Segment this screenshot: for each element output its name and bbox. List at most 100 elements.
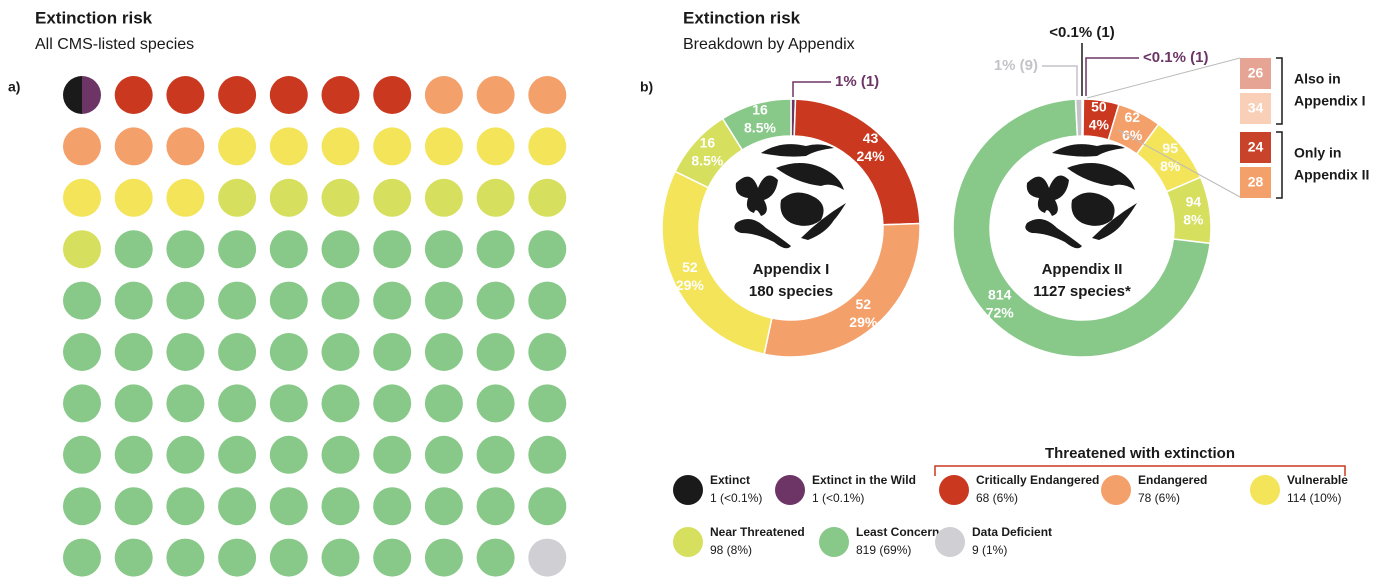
waffle-dot (114, 333, 153, 371)
legend-swatch (935, 527, 965, 557)
waffle-dot (321, 435, 360, 474)
waffle-dot (269, 487, 308, 526)
waffle-dot (114, 487, 153, 526)
waffle-dot (269, 76, 308, 114)
panel-b-subtitle: Breakdown by Appendix (683, 36, 855, 53)
waffle-dot (114, 538, 153, 577)
legend-name: Vulnerable (1287, 473, 1348, 487)
waffle-dot (373, 538, 412, 577)
donut-center-label: 1127 species* (1033, 283, 1131, 300)
waffle-dot (373, 384, 412, 423)
breakdown-box (1240, 132, 1271, 163)
breakdown-value: 28 (1248, 174, 1264, 190)
waffle-dot (218, 384, 257, 423)
segment-label: 1% (9) (994, 57, 1038, 74)
breakdown-label: Appendix I (1294, 93, 1366, 109)
breakdown-label: Appendix II (1294, 167, 1369, 183)
waffle-dot (166, 487, 205, 526)
segment-percent: 8% (1183, 212, 1204, 228)
donut-center-label: Appendix I (753, 261, 830, 278)
segment-count: 16 (700, 134, 716, 150)
waffle-dot (114, 435, 153, 474)
waffle-dot (166, 333, 205, 371)
segment-percent: 8% (1160, 158, 1181, 174)
waffle-dot (373, 76, 412, 114)
waffle-dot (321, 487, 360, 526)
waffle-dot (269, 384, 308, 423)
segment-percent: 8.5% (691, 152, 723, 168)
waffle-dot (166, 281, 205, 320)
waffle-dot (63, 538, 101, 577)
waffle-dot (63, 178, 101, 217)
segment-count: 43 (863, 130, 879, 146)
panel-a-label: a) (8, 79, 20, 95)
waffle-dot (528, 538, 567, 577)
segment-label: <0.1% (1) (1143, 49, 1208, 66)
waffle-dot (166, 435, 205, 474)
waffle-dot-half (82, 76, 101, 114)
waffle-dot-half (63, 76, 82, 114)
waffle-dot (63, 333, 101, 371)
connector-line (1086, 57, 1241, 198)
donut-segment (1074, 98, 1083, 137)
legend-group-title: Threatened with extinction (1045, 445, 1235, 462)
whale-silhouette (1067, 163, 1135, 190)
legend-count: 9 (1%) (972, 543, 1007, 557)
legend-swatch (673, 475, 703, 505)
waffle-dot (321, 76, 360, 114)
breakdown-value: 24 (1248, 139, 1264, 155)
segment-percent: 29% (676, 277, 705, 293)
turtle-silhouette (780, 192, 824, 226)
waffle-dot (269, 230, 308, 269)
donut-center-label: 180 species (749, 283, 833, 300)
segment-label: 1% (1) (835, 73, 879, 90)
waffle-dot (476, 230, 515, 269)
breakdown-value: 34 (1248, 100, 1264, 116)
waffle-dot (114, 127, 153, 166)
waffle-dot (476, 76, 515, 114)
waffle-dot (528, 76, 567, 114)
waffle-dot (218, 76, 257, 114)
segment-percent: 24% (857, 148, 886, 164)
waffle-dot (166, 230, 205, 269)
legend-bracket (934, 465, 1346, 476)
segment-percent: 72% (986, 304, 1015, 320)
waffle-dot (528, 435, 567, 474)
bird-silhouette (761, 144, 834, 157)
legend-swatch (673, 527, 703, 557)
waffle-dot (166, 178, 205, 217)
breakdown-bracket (1276, 131, 1283, 199)
crocodile-silhouette (734, 219, 791, 249)
legend-name: Critically Endangered (976, 473, 1099, 487)
waffle-dot (424, 384, 463, 423)
waffle-dot (269, 127, 308, 166)
waffle-dot (373, 333, 412, 371)
waffle-dot (63, 127, 101, 166)
waffle-dot (321, 538, 360, 577)
waffle-dot (269, 178, 308, 217)
breakdown-box (1240, 167, 1271, 198)
butterfly-silhouette (1026, 175, 1069, 216)
segment-count: 62 (1124, 109, 1140, 125)
legend-swatch (1250, 475, 1280, 505)
waffle-dot (269, 538, 308, 577)
waffle-dot (373, 127, 412, 166)
breakdown-label: Also in (1294, 71, 1341, 87)
waffle-dot (63, 487, 101, 526)
butterfly-silhouette (735, 175, 778, 216)
waffle-dot (476, 281, 515, 320)
waffle-dot (218, 333, 257, 371)
waffle-dot (424, 178, 463, 217)
legend-count: 68 (6%) (976, 491, 1018, 505)
breakdown-box (1240, 93, 1271, 124)
legend-count: 819 (69%) (856, 543, 911, 557)
legend-name: Least Concern (856, 525, 939, 539)
waffle-dot (424, 127, 463, 166)
segment-percent: 6% (1122, 127, 1143, 143)
segment-count: 50 (1091, 98, 1107, 114)
segment-count: 95 (1162, 140, 1178, 156)
whale-silhouette (776, 163, 844, 190)
breakdown-box (1240, 58, 1271, 89)
panel-a-subtitle: All CMS-listed species (35, 36, 194, 53)
